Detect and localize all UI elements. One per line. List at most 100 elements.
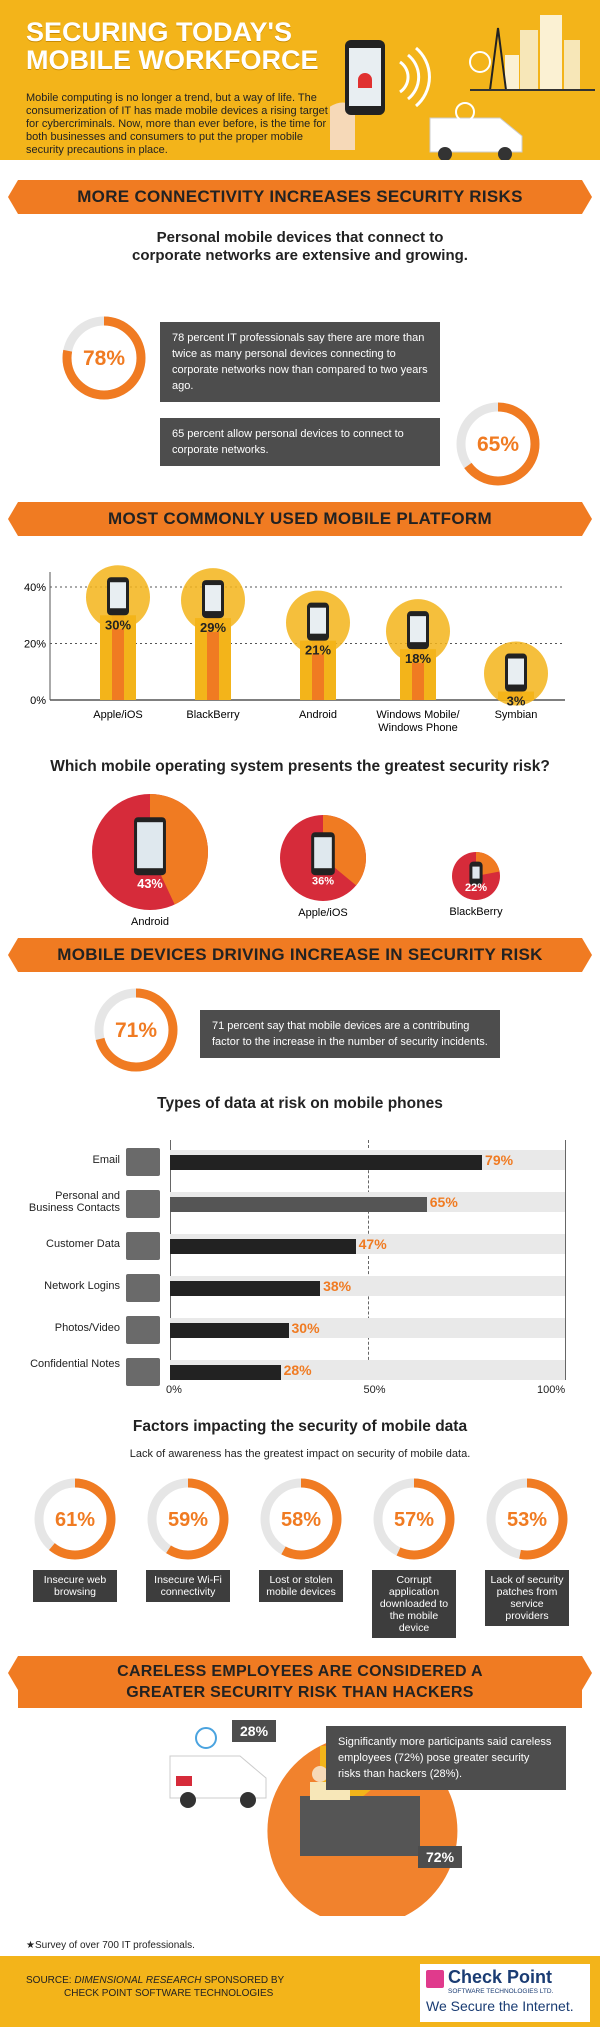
- employees-value: 72%: [418, 1846, 463, 1868]
- bar-group: 29% BlackBerry: [181, 568, 245, 721]
- van-icon: [429, 102, 523, 160]
- donut-65: 65%: [456, 402, 540, 486]
- bar-stripe: [112, 615, 124, 700]
- data-row-label: Network Logins: [44, 1280, 120, 1292]
- factor-value: 61%: [55, 1509, 95, 1531]
- data-bar: [170, 1197, 427, 1212]
- x-tick-label: Symbian: [495, 709, 538, 721]
- data-bar-track: [170, 1276, 565, 1296]
- data-row-label: Personal and Business Contacts: [28, 1190, 120, 1214]
- data-bar: [170, 1323, 289, 1338]
- bar-value-label: 29%: [200, 620, 226, 635]
- factor-donut: 58%: [260, 1478, 342, 1560]
- pie-label: Apple/iOS: [298, 907, 348, 919]
- data-bar-track: [170, 1192, 565, 1212]
- brand-sub: SOFTWARE TECHNOLOGIES LTD.: [448, 1988, 554, 1995]
- careless-text: Significantly more participants said car…: [326, 1726, 566, 1790]
- y-tick-label: 0%: [30, 695, 46, 707]
- data-bar-track: [170, 1318, 565, 1338]
- desk-icon: [300, 1766, 420, 1856]
- bar-group: 3%Symbian: [484, 641, 548, 721]
- factor-label: Lack of security patches from service pr…: [485, 1570, 569, 1626]
- bar-value-label: 18%: [405, 651, 431, 666]
- page-title: SECURING TODAY'S MOBILE WORKFORCE: [26, 17, 319, 75]
- donut-78: 78%: [62, 316, 146, 400]
- x-gridline: [565, 1140, 566, 1380]
- x-gridline: [170, 1140, 171, 1380]
- y-tick-label: 40%: [24, 582, 46, 594]
- data-bar: [170, 1365, 281, 1380]
- donut-71: 71%: [94, 988, 178, 1072]
- pie-label: BlackBerry: [449, 906, 503, 918]
- section3-heading: Which mobile operating system presents t…: [50, 758, 550, 775]
- donut-65-value: 65%: [477, 433, 519, 456]
- data-bar-track: [170, 1234, 565, 1254]
- x-tick-label: 100%: [537, 1384, 566, 1396]
- data-type-icon: [126, 1316, 160, 1344]
- donut-78-value: 78%: [83, 347, 125, 370]
- data-type-icon: [126, 1190, 160, 1218]
- factor-label: Lost or stolen mobile devices: [259, 1570, 343, 1602]
- factor-donut: 57%: [373, 1478, 455, 1560]
- bar-group: 18% Windows Mobile/Windows Phone: [376, 599, 461, 734]
- data-bar-value: 38%: [323, 1278, 352, 1294]
- data-bar: [170, 1281, 321, 1296]
- pie-value: 22%: [465, 882, 487, 894]
- bar-group: 21% Android: [286, 590, 350, 721]
- factor-label: Insecure web browsing: [33, 1570, 117, 1602]
- pie-slice: [323, 815, 367, 886]
- y-tick-label: 20%: [24, 639, 46, 651]
- factor-value: 57%: [394, 1509, 434, 1531]
- x-tick-label: 0%: [166, 1384, 182, 1396]
- section-ribbon-connectivity: MORE CONNECTIVITY INCREASES SECURITY RIS…: [8, 180, 592, 214]
- os-risk-pie: 43% Android: [92, 794, 208, 928]
- survey-note: ★Survey of over 700 IT professionals.: [26, 1940, 195, 1951]
- data-type-icon: [126, 1232, 160, 1260]
- bar-stripe: [312, 640, 324, 700]
- data-row-label: Confidential Notes: [30, 1358, 120, 1370]
- x-gridline: [367, 1140, 369, 1380]
- factor-value: 58%: [281, 1509, 321, 1531]
- brand-name: Check Point: [448, 1967, 553, 1987]
- section5-subheading: Lack of awareness has the greatest impac…: [129, 1448, 471, 1460]
- factor-label: Insecure Wi-Fi connectivity: [146, 1570, 230, 1602]
- data-bar-value: 47%: [358, 1236, 387, 1252]
- data-type-icon: [126, 1274, 160, 1302]
- os-risk-pies: 43% Android 36% Apple/iOS 22% BlackBerry: [92, 794, 503, 928]
- data-bar-value: 28%: [283, 1362, 312, 1378]
- factor-value: 59%: [168, 1509, 208, 1531]
- data-bar-track: [170, 1360, 565, 1380]
- section-ribbon-driving: MOBILE DEVICES DRIVING INCREASE IN SECUR…: [8, 938, 592, 972]
- pie-value: 43%: [137, 876, 163, 891]
- phone-icon: [330, 40, 491, 150]
- x-tick-label: Windows Phone: [378, 722, 458, 734]
- section5-heading: Factors impacting the security of mobile…: [132, 1418, 468, 1435]
- bar-value-label: 3%: [507, 694, 526, 709]
- data-type-icon: [126, 1358, 160, 1386]
- stat-71-text: 71 percent say that mobile devices are a…: [200, 1010, 500, 1058]
- van-icon: [169, 1727, 267, 1808]
- header-band: SECURING TODAY'S MOBILE WORKFORCE Mobile…: [0, 0, 600, 160]
- os-risk-pie: 36% Apple/iOS: [280, 815, 367, 919]
- section1-heading: Personal mobile devices that connect to …: [132, 229, 468, 264]
- city-icon: [470, 15, 595, 91]
- bar-group: 30% Apple/iOS: [86, 565, 150, 721]
- data-bar-value: 65%: [429, 1194, 458, 1210]
- factor-donut: 61%: [34, 1478, 116, 1560]
- section4-heading: Types of data at risk on mobile phones: [157, 1095, 443, 1112]
- intro-text: Mobile computing is no longer a trend, b…: [26, 92, 328, 156]
- data-row-label: Photos/Video: [54, 1322, 120, 1334]
- stat-78-text: 78 percent IT professionals say there ar…: [160, 322, 440, 402]
- platform-bar-chart: 40% 20% 0% 30% Apple/iOS 29% BlackBerry 21% Andr…: [24, 565, 565, 734]
- bar-value-label: 30%: [105, 617, 131, 632]
- os-risk-pie: 22% BlackBerry: [449, 852, 503, 918]
- x-tick-label: Windows Mobile/: [376, 709, 460, 721]
- data-bar-value: 30%: [291, 1320, 320, 1336]
- stat-65-text: 65 percent allow personal devices to con…: [160, 418, 440, 466]
- section-ribbon-careless: CARELESS EMPLOYEES ARE CONSIDERED A GREA…: [8, 1656, 592, 1708]
- checkpoint-logo-icon: [426, 1970, 444, 1988]
- factor-donut: 59%: [147, 1478, 229, 1560]
- data-risk-chart: 0% 50% 100% Email 79% Personal and Business C…: [0, 1140, 600, 1396]
- header-illustration: [330, 0, 600, 160]
- x-tick-label: 50%: [363, 1384, 386, 1396]
